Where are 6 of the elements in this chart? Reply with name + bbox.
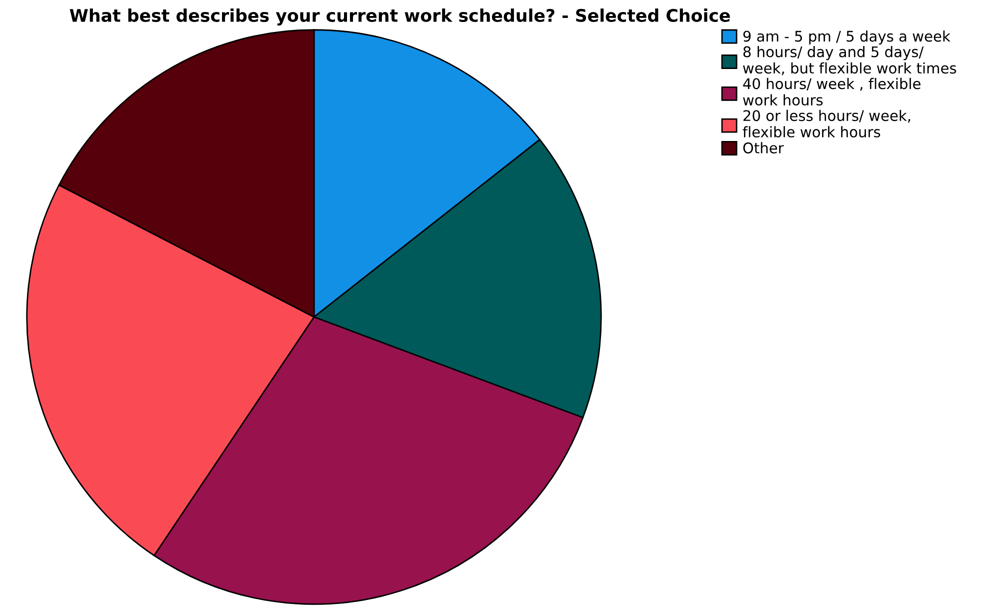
- legend-label: 20 or less hours/ week, flexible work hours: [742, 110, 910, 138]
- legend-label: Other: [743, 142, 784, 154]
- chart-title: What best describes your current work schedule? - Selected Choice: [70, 8, 730, 26]
- legend-label: 40 hours/ week , flexible work hours: [743, 78, 920, 106]
- legend-label: 9 am - 5 pm / 5 days a week: [743, 30, 950, 45]
- legend-label: 8 hours/ day and 5 days/ week, but flexible work times: [743, 46, 956, 76]
